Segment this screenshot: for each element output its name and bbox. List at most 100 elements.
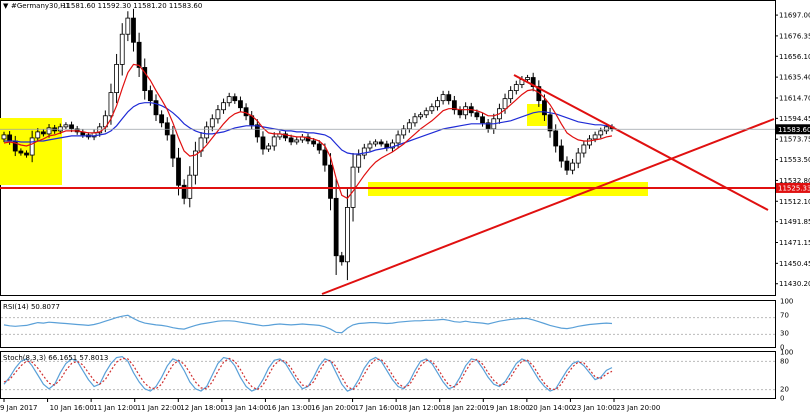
price-tick-label: 11450.45 (779, 260, 810, 268)
stoch-tick-label: 100 (780, 349, 793, 357)
stoch-frame (0, 351, 776, 399)
rsi-tick-label: 0 (780, 344, 784, 352)
candle (581, 140, 587, 158)
time-tick-label: 23 Jan 10:00 (572, 404, 616, 412)
price-tick-label: 11491.85 (779, 218, 810, 226)
price-tick-label: 11656.10 (779, 53, 810, 61)
price-tick-label: 11697.00 (779, 12, 810, 20)
candle (260, 131, 266, 155)
candle (570, 158, 575, 175)
candle (232, 93, 238, 104)
candle (513, 80, 519, 95)
support-price-tag: 11525.33 (776, 182, 810, 193)
price-tick-label: 11430.20 (779, 280, 810, 288)
candle (226, 92, 232, 107)
current-price-tag: 11583.60 (776, 124, 810, 135)
stoch-tick-label: 20 (780, 385, 789, 393)
ohlc-label: 11581.60 11592.30 11581.20 11583.60 (62, 2, 202, 10)
candle (266, 143, 271, 152)
candle (406, 119, 412, 133)
candle (316, 140, 322, 154)
candle (423, 107, 429, 118)
time-tick-label: 11 Jan 22:00 (137, 404, 181, 412)
candle (378, 139, 384, 147)
header-arrow-icon[interactable]: ▼ (3, 2, 9, 10)
price-tick-label: 11614.70 (779, 94, 810, 102)
candle (24, 150, 29, 158)
candle (204, 121, 210, 144)
candle (181, 179, 187, 205)
price-tick-label: 11594.45 (779, 115, 810, 123)
time-tick-label: 9 Jan 2017 (0, 404, 38, 412)
candle (18, 148, 24, 156)
price-tick-label: 11532.80 (779, 177, 810, 185)
time-tick-label: 18 Jan 22:00 (442, 404, 486, 412)
candle (159, 110, 165, 128)
candle (254, 119, 260, 143)
candle (170, 125, 176, 168)
candles (1, 8, 615, 281)
price-tick-label: 11573.75 (779, 136, 810, 144)
symbol-label: #Germany30,H1 (11, 2, 70, 10)
candle (367, 140, 373, 152)
rsi-tick-label: 70 (780, 311, 789, 319)
candle (29, 130, 35, 163)
candle (542, 94, 547, 122)
candle (187, 166, 193, 208)
candle (564, 156, 570, 175)
candle (575, 148, 581, 169)
highlight-zone-top (527, 104, 547, 126)
rsi-axis: 100 70 30 0 (780, 298, 793, 352)
candle (418, 112, 423, 120)
price-tick-label: 11676.35 (779, 32, 810, 40)
current-price-label: 11583.60 (778, 126, 810, 134)
candle (243, 103, 249, 121)
time-tick-label: 16 Jan 20:00 (311, 404, 355, 412)
candle (125, 11, 131, 42)
time-tick-label: 17 Jan 16:00 (355, 404, 399, 412)
candle (440, 90, 446, 105)
candle (558, 139, 564, 168)
candle (114, 53, 119, 104)
rsi-levels (1, 317, 775, 335)
moving-averages (3, 63, 613, 200)
candle (463, 102, 469, 120)
time-tick-label: 11 Jan 12:00 (93, 404, 137, 412)
candle (485, 119, 491, 133)
highlight-zone-bottom (368, 182, 648, 196)
candle (238, 96, 243, 112)
candle (446, 90, 452, 105)
stoch-tick-label: 0 (780, 395, 784, 403)
stoch-k-line (3, 355, 613, 392)
price-tick-label: 11471.15 (779, 239, 810, 247)
candle (294, 137, 300, 145)
candle (345, 189, 350, 281)
time-tick-label: 12 Jan 18:00 (180, 404, 224, 412)
candle (41, 129, 46, 137)
stoch-tick-label: 80 (780, 358, 789, 366)
ma-fast-line (3, 63, 613, 200)
candle (435, 96, 440, 111)
time-tick-label: 10 Jan 16:00 (50, 404, 94, 412)
support-price-label: 11525.33 (778, 184, 810, 192)
time-tick-label: 23 Jan 20:00 (616, 404, 660, 412)
time-tick-label: 16 Jan 13:00 (267, 404, 311, 412)
trendline-ascending (321, 118, 775, 295)
candle (373, 139, 378, 147)
candle (142, 58, 148, 100)
rsi-tick-label: 30 (780, 330, 789, 338)
time-tick-label: 20 Jan 14:00 (529, 404, 573, 412)
candle (215, 105, 221, 124)
candle (221, 98, 226, 114)
rsi-tick-label: 100 (780, 298, 793, 306)
price-tick-label: 11553.50 (779, 156, 810, 164)
rsi-series (3, 314, 613, 334)
candle (305, 133, 311, 145)
stoch-title: Stoch(8,3,3) 66.1651 57.8013 (3, 354, 108, 362)
candle (35, 128, 41, 142)
candle (193, 141, 198, 185)
candle (508, 86, 514, 104)
rsi-line (3, 314, 613, 334)
